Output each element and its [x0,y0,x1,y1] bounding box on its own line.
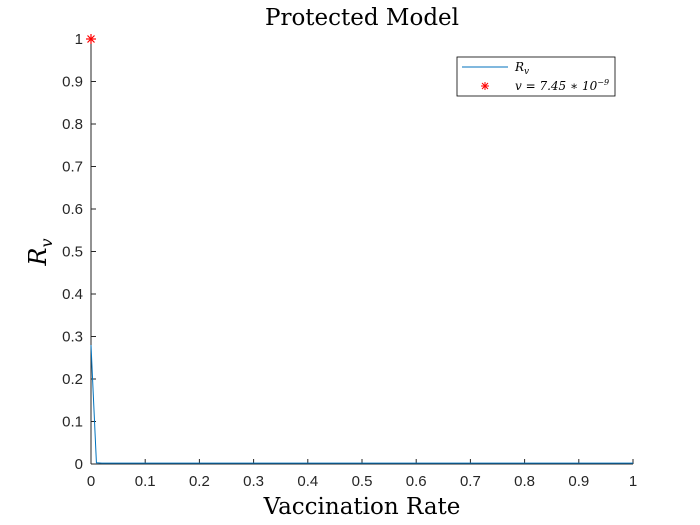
legend-entry-v: v = 7.45 ∗ 10−9 [515,78,609,93]
x-tick-label: 0.8 [514,473,535,490]
legend-entry-rv: Rv [514,60,529,77]
x-tick-label: 0.7 [460,473,481,490]
plot-axes [90,38,634,465]
x-tick-label: 0.2 [189,473,210,490]
x-tick-label: 0.6 [406,473,427,490]
chart-title: Protected Model [265,5,459,31]
y-tick-label: 0.3 [62,329,83,346]
y-tick-label: 0.4 [62,286,83,303]
y-tick-label: 0.7 [62,159,83,176]
series-layer [86,34,633,464]
x-tick-label: 0.4 [297,473,318,490]
x-tick-label: 0.3 [243,473,264,490]
x-tick-label: 1 [629,473,637,490]
y-tick-label: 0 [75,456,83,473]
y-tick-label: 0.1 [62,414,83,431]
y-tick-label: 0.2 [62,371,83,388]
y-tick-label: 0.6 [62,201,83,218]
x-tick-labels: 0 0.1 0.2 0.3 0.4 0.5 0.6 0.7 0.8 0.9 1 [87,473,637,490]
x-tick-label: 0 [87,473,95,490]
y-tick-label: 0.9 [62,74,83,91]
legend-marker-swatch [481,82,489,90]
y-tick-label: 0.5 [62,244,83,261]
svg-text:Rv: Rv [24,238,56,266]
x-tick-label: 0.1 [135,473,156,490]
y-axis-label: Rv [24,238,56,266]
data-point-marker [86,34,97,44]
y-tick-label: 1 [75,31,83,48]
legend: Rv v = 7.45 ∗ 10−9 [456,56,616,97]
series-line-rv [90,344,633,464]
legend-box [456,56,616,97]
y-tick-label: 0.8 [62,116,83,133]
x-axis-label: Vaccination Rate [263,494,461,520]
y-tick-labels: 0 0.1 0.2 0.3 0.4 0.5 0.6 0.7 0.8 0.9 1 [62,31,83,473]
x-tick-label: 0.9 [568,473,589,490]
x-tick-label: 0.5 [352,473,373,490]
